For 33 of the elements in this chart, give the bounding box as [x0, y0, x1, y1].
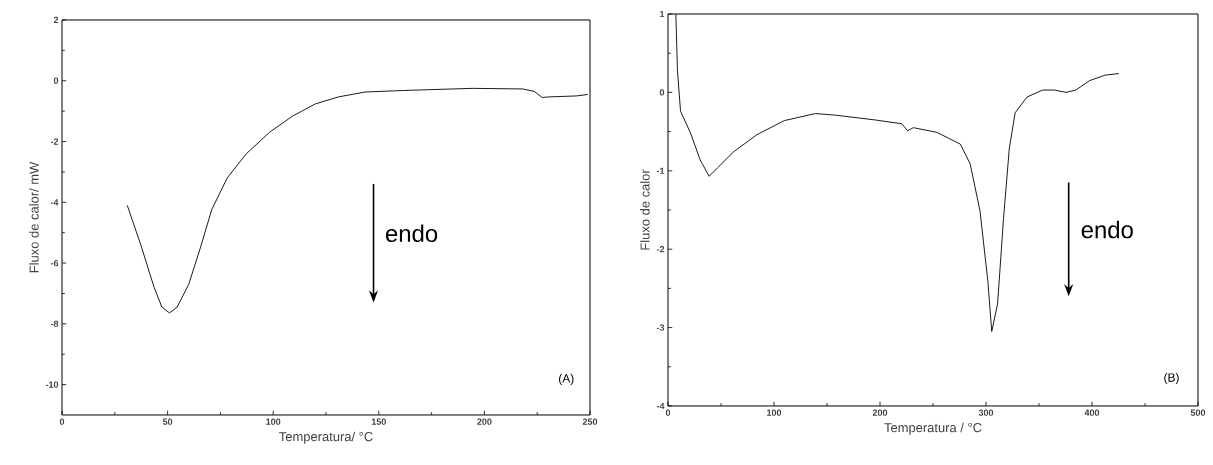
- y-tick-label: -10: [45, 381, 59, 388]
- x-tick-label: 250: [582, 418, 598, 425]
- y-tick-label: 0: [659, 89, 665, 96]
- x-tick-label: 50: [162, 418, 173, 425]
- x-tick-label: 300: [978, 409, 994, 416]
- annotation: (B): [1164, 372, 1179, 385]
- x-axis-title: Temperatura / °C: [884, 422, 982, 435]
- y-tick-label: -8: [50, 320, 59, 328]
- x-tick-label: 200: [477, 418, 492, 425]
- y-tick-label: 1: [660, 10, 665, 18]
- x-tick-label: 0: [665, 409, 671, 416]
- y-tick-label: -2: [656, 246, 665, 253]
- y-tick-label: -4: [656, 402, 665, 410]
- x-tick-label: 400: [1084, 409, 1100, 416]
- x-tick-label: 100: [266, 418, 281, 425]
- y-axis-title: Fluxo de calor/ mW: [29, 161, 39, 273]
- annotation: endo: [1081, 220, 1133, 239]
- y-tick-label: -2: [50, 138, 59, 145]
- y-tick-label: 0: [53, 77, 59, 84]
- y-tick-label: -6: [50, 259, 59, 267]
- annotation: endo: [385, 224, 438, 243]
- x-tick-label: 100: [767, 409, 782, 416]
- annotation: (A): [559, 373, 574, 385]
- y-tick-label: -3: [656, 324, 665, 331]
- x-tick-label: 500: [1190, 409, 1206, 416]
- x-tick-label: 200: [872, 409, 888, 416]
- y-axis-title: Fluxo de calor: [640, 169, 650, 250]
- y-tick-label: 2: [53, 16, 59, 24]
- x-axis-title: Temperatura/ °C: [279, 431, 373, 444]
- x-tick-label: 150: [371, 418, 386, 425]
- y-tick-label: -4: [50, 199, 59, 206]
- y-tick-label: -1: [656, 167, 665, 174]
- x-tick-label: 0: [59, 418, 65, 425]
